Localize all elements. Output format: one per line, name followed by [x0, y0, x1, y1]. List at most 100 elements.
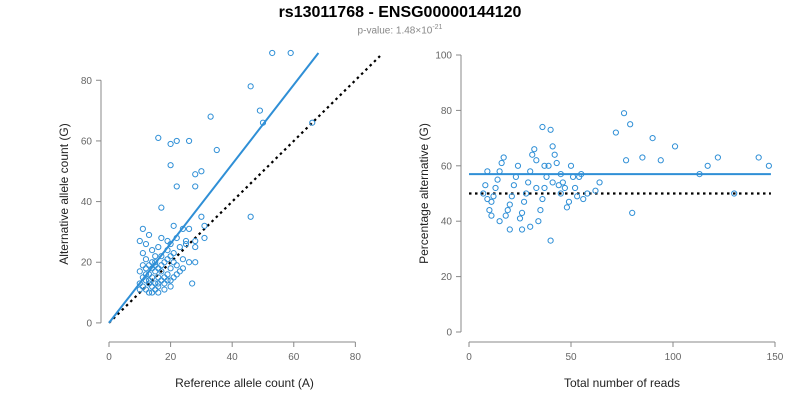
- left-data-point: [189, 280, 196, 287]
- right-data-point: [551, 151, 558, 158]
- right-data-point: [547, 126, 554, 133]
- right-data-point: [549, 143, 556, 150]
- p-value-text: p-value: 1.48×10: [357, 25, 433, 37]
- left-data-point: [176, 268, 183, 275]
- right-data-point: [629, 209, 636, 216]
- left-x-tick-label: 60: [288, 352, 300, 363]
- right-data-point: [567, 162, 575, 169]
- left-data-point: [142, 256, 150, 263]
- right-data-point: [557, 171, 564, 178]
- left-y-tick-label: 80: [81, 76, 93, 87]
- right-data-point: [527, 168, 534, 175]
- left-data-point: [173, 262, 180, 269]
- right-data-point: [731, 190, 738, 197]
- left-data-point: [170, 259, 177, 266]
- left-data-point: [167, 265, 174, 272]
- left-data-point: [149, 247, 156, 254]
- left-data-point: [152, 253, 159, 260]
- right-data-point: [494, 176, 501, 183]
- left-data-point: [167, 277, 174, 284]
- left-fit-line: [108, 52, 320, 324]
- left-data-point: [155, 280, 162, 287]
- left-data-point: [179, 225, 187, 232]
- right-data-point: [514, 162, 522, 169]
- left-data-point: [259, 119, 267, 126]
- right-data-point: [622, 157, 630, 164]
- right-data-point: [529, 151, 536, 158]
- right-data-point: [518, 209, 526, 216]
- right-data-point: [525, 179, 532, 186]
- left-data-point: [161, 286, 168, 293]
- right-data-point: [612, 129, 619, 136]
- left-data-point: [256, 107, 263, 114]
- right-data-point: [543, 173, 550, 180]
- right-x-tick-label: 50: [565, 352, 577, 363]
- right-data-point: [569, 173, 577, 180]
- right-data-point: [563, 204, 571, 211]
- left-data-point: [182, 240, 190, 248]
- right-data-point: [592, 187, 599, 194]
- left-data-point: [287, 49, 294, 57]
- left-data-point: [136, 237, 143, 245]
- right-data-point: [559, 179, 566, 186]
- right-data-point: [488, 212, 495, 219]
- left-data-point: [207, 113, 214, 120]
- left-x-axis-title: Reference allele count (A): [175, 376, 314, 390]
- right-data-point: [482, 182, 489, 189]
- left-data-point: [145, 231, 153, 239]
- left-data-point: [158, 253, 165, 260]
- right-y-tick-label: 40: [441, 217, 453, 228]
- left-data-point: [136, 268, 143, 275]
- left-data-point: [309, 119, 316, 126]
- right-data-point: [508, 193, 515, 200]
- left-data-point: [179, 265, 187, 272]
- left-data-point: [145, 289, 153, 296]
- right-data-point: [714, 154, 721, 161]
- right-data-point: [518, 226, 526, 233]
- right-data-point: [541, 184, 548, 192]
- left-data-point: [176, 243, 183, 251]
- right-data-point: [584, 190, 591, 197]
- left-data-point: [167, 140, 174, 148]
- left-y-tick-label: 20: [81, 258, 93, 269]
- right-y-tick-label: 80: [441, 106, 453, 117]
- right-data-point: [561, 184, 568, 192]
- left-data-point: [173, 183, 180, 190]
- right-data-point: [649, 135, 656, 142]
- left-y-tick-label: 40: [81, 197, 93, 208]
- right-data-point: [639, 154, 646, 161]
- left-x-tick-label: 40: [227, 352, 239, 363]
- right-data-point: [484, 168, 491, 175]
- left-data-point: [161, 280, 168, 287]
- left-x-tick-label: 0: [106, 352, 112, 363]
- left-data-point: [161, 274, 168, 281]
- left-data-point: [139, 262, 146, 269]
- right-data-point: [539, 195, 546, 203]
- left-data-point: [139, 250, 146, 257]
- left-data-point: [164, 256, 171, 263]
- left-data-point: [201, 222, 208, 229]
- left-data-point: [182, 237, 190, 245]
- right-data-point: [704, 162, 711, 169]
- left-data-point: [142, 240, 150, 248]
- right-data-point: [541, 162, 548, 169]
- left-data-point: [192, 171, 199, 178]
- left-data-point: [139, 225, 146, 232]
- left-data-point: [161, 259, 168, 266]
- left-data-point: [185, 137, 193, 145]
- right-data-point: [537, 207, 544, 214]
- right-data-point: [504, 207, 511, 214]
- left-data-point: [164, 247, 171, 254]
- right-data-point: [539, 123, 546, 131]
- right-data-point: [696, 171, 703, 178]
- left-data-point: [192, 237, 199, 245]
- left-data-point: [167, 162, 174, 169]
- p-value-exponent: -21: [432, 24, 443, 31]
- left-data-point: [155, 289, 162, 296]
- right-y-tick-label: 0: [446, 328, 452, 339]
- right-data-point: [657, 157, 664, 164]
- right-y-tick-label: 60: [441, 161, 453, 172]
- right-data-point: [533, 184, 540, 192]
- left-x-tick-label: 20: [165, 352, 177, 363]
- left-data-point: [192, 243, 199, 251]
